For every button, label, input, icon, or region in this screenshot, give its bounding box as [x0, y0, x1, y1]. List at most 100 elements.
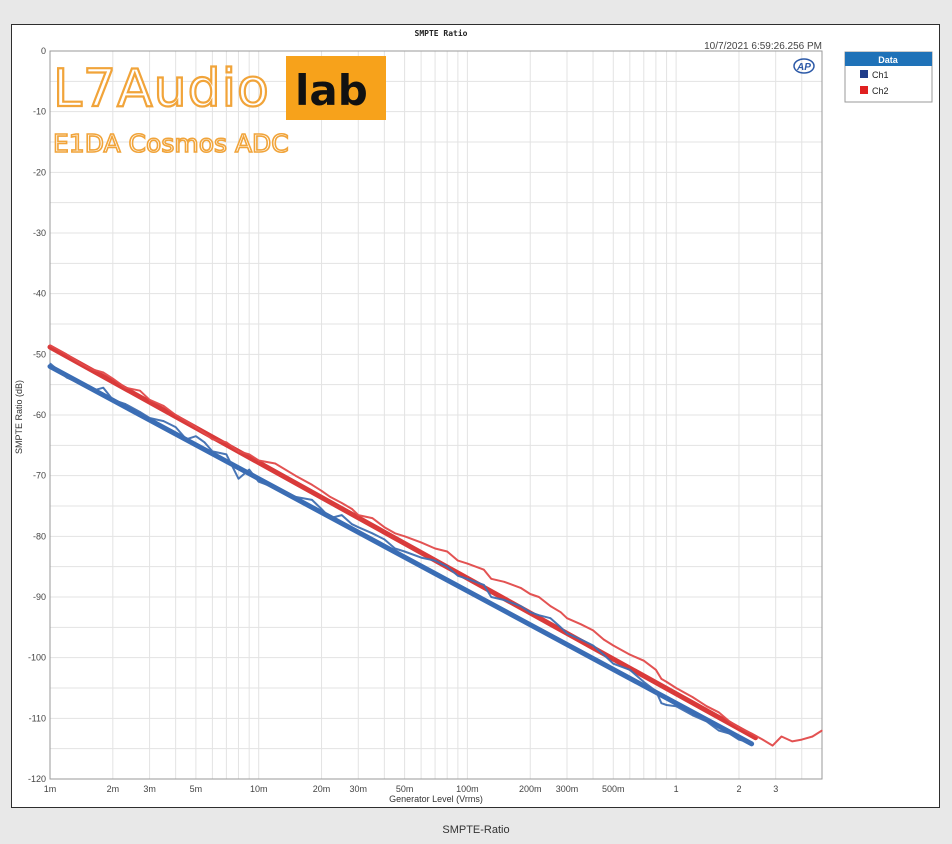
data-point-ch1	[692, 714, 694, 716]
y-tick-label: -100	[28, 653, 46, 663]
data-point-ch1	[655, 690, 657, 692]
data-point-ch1	[580, 638, 582, 641]
data-point-ch2	[592, 629, 594, 631]
data-point-ch2	[780, 735, 783, 738]
data-point-ch2	[718, 711, 720, 713]
data-point-ch2	[175, 414, 177, 416]
data-point-ch2	[692, 696, 694, 698]
data-point-ch1	[203, 441, 206, 443]
ch2-trend-line	[47, 344, 758, 741]
data-point-ch2	[79, 362, 82, 365]
data-point-ch1	[394, 547, 396, 550]
data-point-ch1	[148, 417, 151, 419]
x-tick-label: 200m	[519, 784, 542, 794]
chart-timestamp: 10/7/2021 6:59:26.256 PM	[704, 41, 822, 52]
watermark-subtitle: E1DA Cosmos ADC	[53, 129, 289, 158]
data-point-ch2	[357, 514, 359, 516]
data-point-ch1	[320, 508, 323, 510]
y-tick-label: -40	[33, 289, 46, 299]
data-point-ch2	[394, 532, 396, 534]
x-tick-label: 2m	[107, 784, 120, 794]
watermark-lab-text: lab	[295, 66, 368, 115]
watermark-lab-badge	[286, 56, 386, 120]
data-point-ch1	[274, 487, 276, 489]
data-point-ch2	[466, 563, 469, 565]
x-tick-label: 3m	[143, 784, 156, 794]
y-tick-label: 0	[41, 46, 46, 56]
data-point-ch1	[92, 390, 94, 392]
data-point-ch2	[801, 738, 803, 741]
data-point-ch2	[211, 438, 214, 440]
data-point-ch1	[457, 575, 459, 577]
data-point-ch2	[195, 426, 197, 428]
data-point-ch2	[329, 496, 331, 498]
data-point-ch2	[483, 569, 485, 571]
data-point-ch1	[185, 438, 187, 440]
data-point-ch2	[185, 420, 187, 422]
data-point-ch1	[49, 362, 51, 365]
data-point-ch1	[357, 526, 359, 528]
data-point-ch1	[503, 599, 505, 601]
data-point-ch2	[655, 669, 657, 671]
legend-swatch-ch1	[860, 70, 868, 78]
data-point-ch2	[821, 729, 823, 732]
legend-title: Data	[878, 55, 899, 65]
data-point-ch2	[139, 390, 141, 392]
x-tick-label: 20m	[313, 784, 331, 794]
data-point-ch2	[791, 740, 793, 742]
data-point-ch1	[195, 435, 197, 437]
data-point-ch2	[772, 745, 774, 747]
chart-title: SMPTE Ratio	[415, 28, 468, 38]
legend-swatch-ch2	[860, 86, 868, 94]
data-point-ch2	[629, 654, 631, 656]
series-layer	[47, 344, 823, 747]
data-point-ch1	[294, 496, 297, 498]
plot-area-border	[49, 50, 823, 780]
data-point-ch2	[341, 502, 343, 504]
y-tick-labels: 0 -10 -20 -30 -40 -50 -60 -70 -80 -90 -100 -110 -120	[28, 46, 46, 784]
data-point-ch1	[706, 720, 708, 722]
x-tick-label: 2	[736, 784, 741, 794]
data-point-ch2	[65, 353, 68, 355]
data-point-ch1	[612, 663, 614, 665]
data-point-ch2	[203, 432, 206, 434]
legend-label-ch1: Ch1	[872, 70, 889, 80]
data-point-ch2	[112, 378, 114, 380]
data-point-ch2	[490, 578, 492, 580]
data-point-ch2	[560, 611, 562, 613]
data-point-ch1	[112, 399, 114, 401]
data-point-ch2	[446, 550, 448, 553]
data-point-ch2	[434, 547, 436, 550]
data-point-ch1	[211, 450, 214, 452]
grid-layer	[49, 50, 823, 780]
data-point-ch2	[92, 368, 94, 371]
data-point-ch2	[751, 732, 753, 735]
x-tick-label: 5m	[190, 784, 203, 794]
y-tick-label: -20	[33, 167, 46, 177]
y-tick-label: -80	[33, 531, 46, 541]
data-point-ch1	[383, 538, 385, 540]
data-point-ch2	[274, 462, 276, 465]
data-point-ch1	[728, 732, 730, 735]
data-point-ch2	[148, 399, 151, 401]
data-point-ch2	[420, 541, 422, 544]
data-point-ch2	[643, 660, 645, 662]
data-point-ch2	[549, 605, 552, 607]
data-point-ch2	[124, 387, 127, 389]
data-point-ch2	[538, 596, 540, 598]
data-point-ch2	[811, 735, 814, 738]
data-point-ch1	[629, 669, 631, 671]
data-point-ch2	[503, 581, 505, 583]
data-point-ch1	[248, 469, 250, 471]
y-tick-label: -90	[33, 592, 46, 602]
data-point-ch2	[566, 617, 568, 619]
data-point-ch2	[612, 644, 614, 647]
data-point-ch2	[660, 678, 662, 680]
data-point-ch1	[434, 560, 436, 562]
data-point-ch2	[383, 526, 385, 528]
chart-frame: SMPTE Ratio 10/7/2021 6:59:26.256 PM 0 -1…	[11, 24, 940, 808]
data-point-ch2	[520, 587, 522, 589]
x-tick-labels: 1m 2m 3m 5m 10m 20m 30m 50m 100m 200m 300m 500m 1 2 3	[44, 784, 778, 794]
data-point-ch1	[483, 584, 485, 586]
data-point-ch2	[237, 450, 240, 452]
